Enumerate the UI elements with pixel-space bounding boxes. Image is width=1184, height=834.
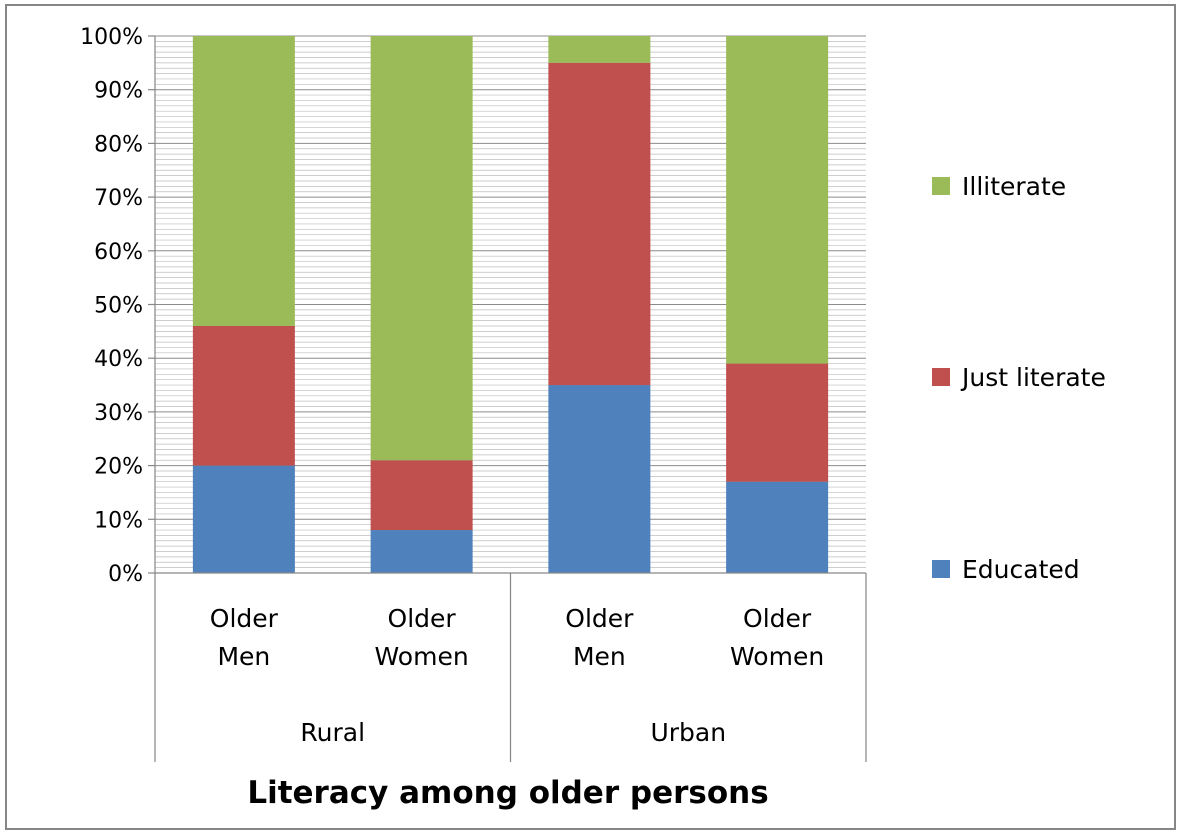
bar-segment-illiterate bbox=[370, 36, 473, 461]
legend-label: Educated bbox=[962, 555, 1080, 584]
y-tick-label: 70% bbox=[94, 186, 143, 211]
bar-segment-illiterate bbox=[726, 36, 829, 364]
y-tick-label: 10% bbox=[94, 508, 143, 533]
bar-segment-just-literate bbox=[370, 460, 473, 531]
bar-segment-just-literate bbox=[548, 62, 651, 386]
bar-segment-educated bbox=[548, 385, 651, 573]
legend-label: Just literate bbox=[960, 363, 1106, 392]
y-tick-label: 50% bbox=[94, 294, 143, 319]
bar-segment-educated bbox=[726, 481, 829, 573]
bar-segment-illiterate bbox=[192, 36, 295, 326]
y-tick-label: 20% bbox=[94, 455, 143, 480]
bars bbox=[192, 36, 829, 573]
chart-title: Literacy among older persons bbox=[247, 775, 768, 811]
x-category-labels: Older Men Older Women Older Men Older Women Rura… bbox=[210, 604, 824, 747]
axes bbox=[148, 35, 867, 762]
x-category-label: Older Men bbox=[210, 604, 279, 671]
x-group-label: Rural bbox=[300, 718, 365, 747]
y-tick-label: 30% bbox=[94, 401, 143, 426]
y-tick-label: 60% bbox=[94, 240, 143, 265]
legend-label: Illiterate bbox=[962, 172, 1066, 201]
legend-swatch bbox=[932, 560, 950, 578]
bar-segment-educated bbox=[370, 530, 473, 573]
legend-swatch bbox=[932, 177, 950, 195]
y-tick-label: 40% bbox=[94, 347, 143, 372]
y-tick-label: 80% bbox=[94, 132, 143, 157]
x-category-label: Older Men bbox=[565, 604, 634, 671]
y-tick-labels: 0% 10% 20% 30% 40% 50% 60% 70% 80% 90% 100% bbox=[80, 25, 143, 587]
bar-segment-just-literate bbox=[726, 363, 829, 482]
bar-segment-illiterate bbox=[548, 36, 651, 63]
bar-segment-educated bbox=[192, 465, 295, 573]
y-tick-label: 0% bbox=[108, 562, 143, 587]
x-group-label: Urban bbox=[650, 718, 726, 747]
y-tick-label: 100% bbox=[80, 25, 143, 50]
y-tick-label: 90% bbox=[94, 79, 143, 104]
legend-swatch bbox=[932, 368, 950, 386]
bar-segment-just-literate bbox=[192, 325, 295, 466]
x-category-label: Older Women bbox=[730, 604, 824, 671]
legend: Illiterate Just literate Educated bbox=[932, 172, 1106, 584]
x-category-label: Older Women bbox=[375, 604, 469, 671]
